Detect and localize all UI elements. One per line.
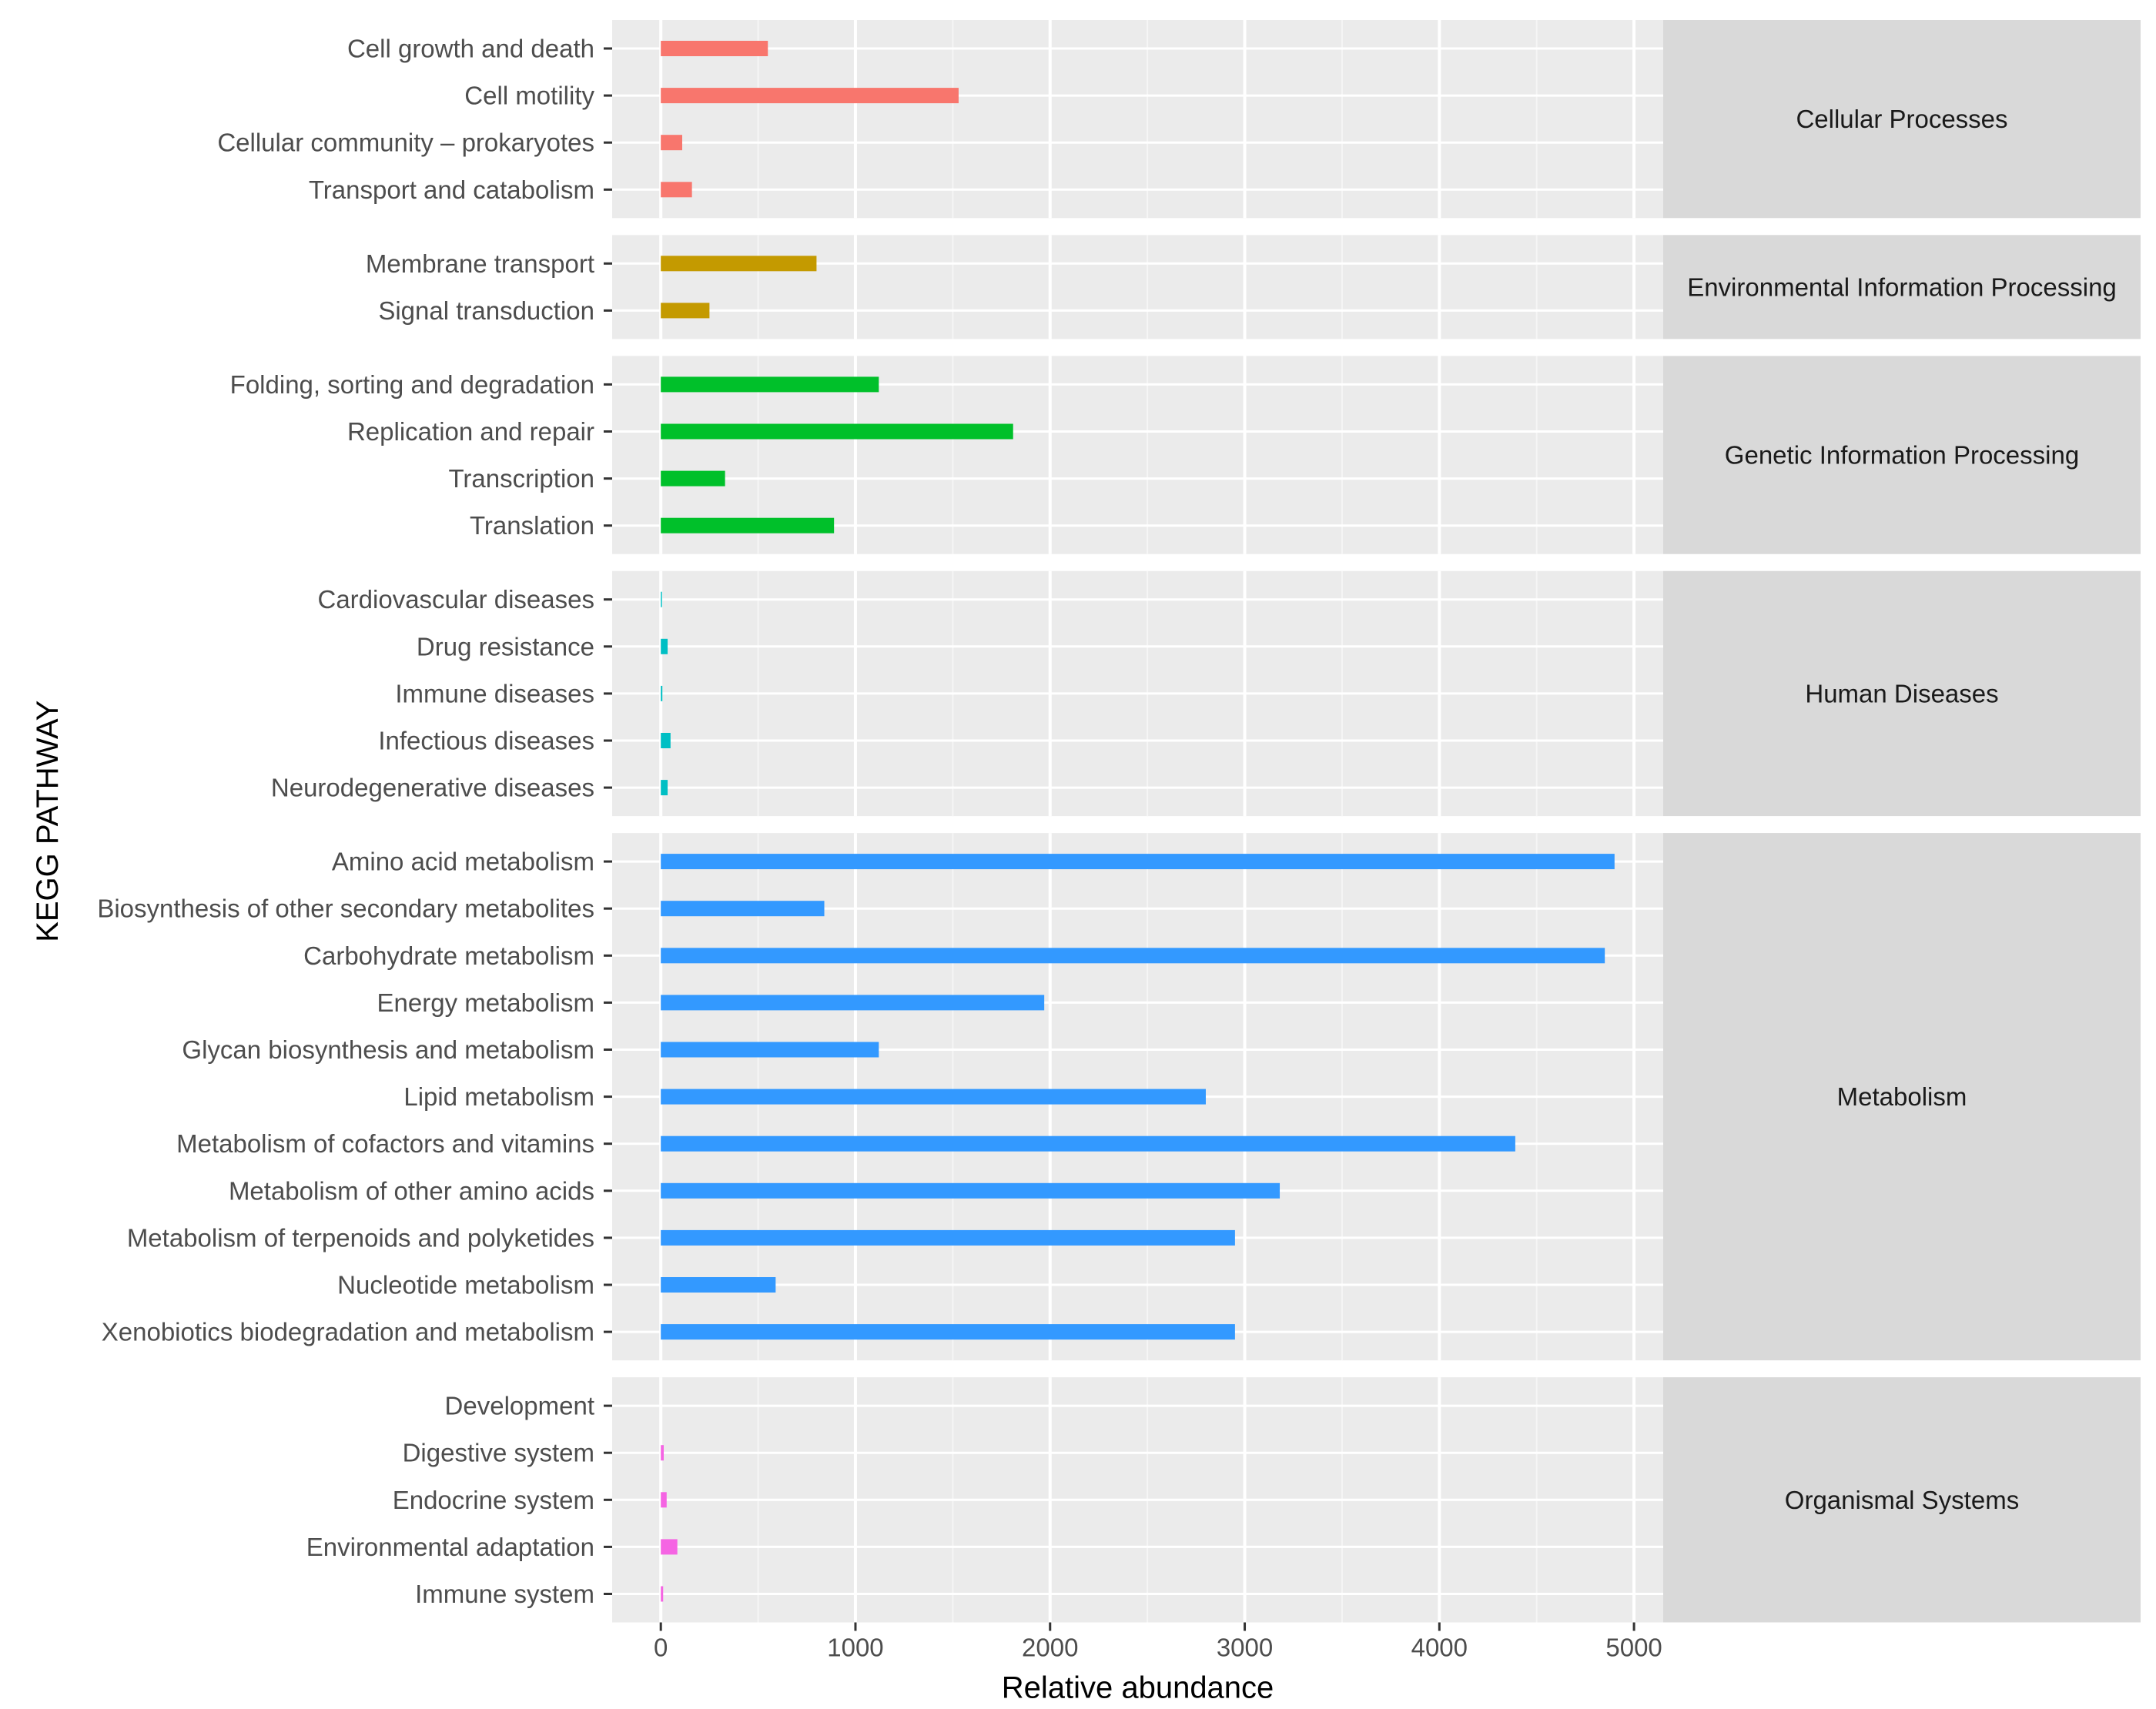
facet-strip-label: Cellular Processes (1796, 105, 2007, 133)
x-tick-label: 1000 (827, 1634, 883, 1662)
y-tick-label: Cell motility (464, 82, 594, 110)
facet-strip (1663, 235, 2141, 339)
y-tick-label: Neurodegenerative diseases (271, 774, 594, 802)
y-tick-label: Infectious diseases (378, 727, 594, 755)
bar (661, 517, 835, 533)
bar (661, 854, 1615, 870)
y-tick-label: Xenobiotics biodegradation and metabolis… (102, 1318, 594, 1346)
bar (661, 423, 1013, 440)
y-tick-label: Endocrine system (393, 1486, 594, 1514)
y-tick-label: Amino acid metabolism (332, 848, 594, 876)
y-tick-label: Lipid metabolism (403, 1082, 594, 1111)
facet-panel (612, 20, 1663, 219)
y-tick-label: Cardiovascular diseases (317, 585, 594, 614)
bar (661, 733, 671, 748)
bar (661, 182, 692, 198)
bar (661, 1135, 1515, 1152)
bar (661, 1277, 776, 1293)
y-tick-label: Membrane transport (366, 249, 594, 278)
y-tick-label: Folding, sorting and degradation (230, 370, 594, 399)
y-tick-label: Translation (470, 511, 594, 540)
y-tick-label: Carbohydrate metabolism (303, 941, 594, 970)
bar (661, 376, 879, 393)
x-tick-label: 3000 (1217, 1634, 1273, 1662)
facet-strip (1663, 1377, 2141, 1623)
y-tick-label: Glycan biosynthesis and metabolism (182, 1035, 594, 1064)
bar (661, 303, 710, 319)
bar (661, 470, 725, 487)
bar (661, 41, 768, 56)
bar (661, 948, 1605, 964)
y-tick-label: Nucleotide metabolism (337, 1271, 594, 1299)
x-axis-title: Relative abundance (1002, 1671, 1274, 1705)
bar (661, 1324, 1235, 1340)
facet-strip-label: Genetic Information Processing (1725, 441, 2079, 470)
x-tick-label: 2000 (1022, 1634, 1078, 1662)
y-tick-label: Transcription (448, 464, 594, 493)
bar (661, 901, 825, 917)
x-tick-label: 5000 (1605, 1634, 1662, 1662)
y-tick-label: Environmental adaptation (306, 1533, 594, 1561)
y-tick-label: Signal transduction (378, 296, 594, 325)
bar (661, 1492, 667, 1508)
y-tick-label: Cell growth and death (347, 35, 594, 63)
bar (661, 1539, 678, 1555)
bar (661, 995, 1045, 1011)
bar (661, 88, 959, 104)
facet-strip (1663, 20, 2141, 219)
facet-strip (1663, 570, 2141, 817)
bar (661, 1042, 879, 1058)
facet-strip (1663, 356, 2141, 554)
x-tick-label: 4000 (1411, 1634, 1468, 1662)
facet-strip-label: Metabolism (1837, 1082, 1967, 1111)
bar (661, 1445, 664, 1461)
bar (661, 135, 682, 151)
y-tick-label: Cellular community – prokaryotes (217, 129, 594, 157)
y-tick-label: Metabolism of cofactors and vitamins (176, 1129, 594, 1158)
facet-strip-label: Human Diseases (1805, 679, 1998, 707)
facet-strip-label: Organismal Systems (1785, 1486, 2019, 1514)
bar (661, 1229, 1235, 1246)
y-tick-label: Development (445, 1392, 594, 1420)
bar (661, 1586, 664, 1602)
y-tick-label: Drug resistance (417, 632, 594, 661)
facet-strip-label: Environmental Information Processing (1687, 273, 2117, 301)
y-axis-title: KEGG PATHWAY (31, 701, 65, 942)
y-tick-label: Digestive system (403, 1439, 594, 1467)
y-tick-label: Immune system (415, 1580, 594, 1608)
bar (661, 638, 668, 654)
y-tick-label: Energy metabolism (377, 988, 594, 1017)
bar (661, 591, 662, 607)
facet-panel (612, 235, 1663, 339)
y-tick-label: Metabolism of other amino acids (229, 1176, 594, 1205)
bar (661, 685, 663, 701)
bar (661, 1089, 1206, 1105)
y-tick-label: Metabolism of terpenoids and polyketides (127, 1223, 594, 1252)
x-tick-label: 0 (654, 1634, 668, 1662)
bar (661, 256, 817, 272)
bar (661, 1182, 1281, 1199)
y-tick-label: Replication and repair (347, 417, 594, 446)
bar (661, 780, 668, 796)
y-tick-label: Transport and catabolism (309, 176, 594, 204)
facet-strip (1663, 833, 2141, 1361)
y-tick-label: Immune diseases (395, 679, 594, 707)
y-tick-label: Biosynthesis of other secondary metaboli… (97, 895, 594, 923)
